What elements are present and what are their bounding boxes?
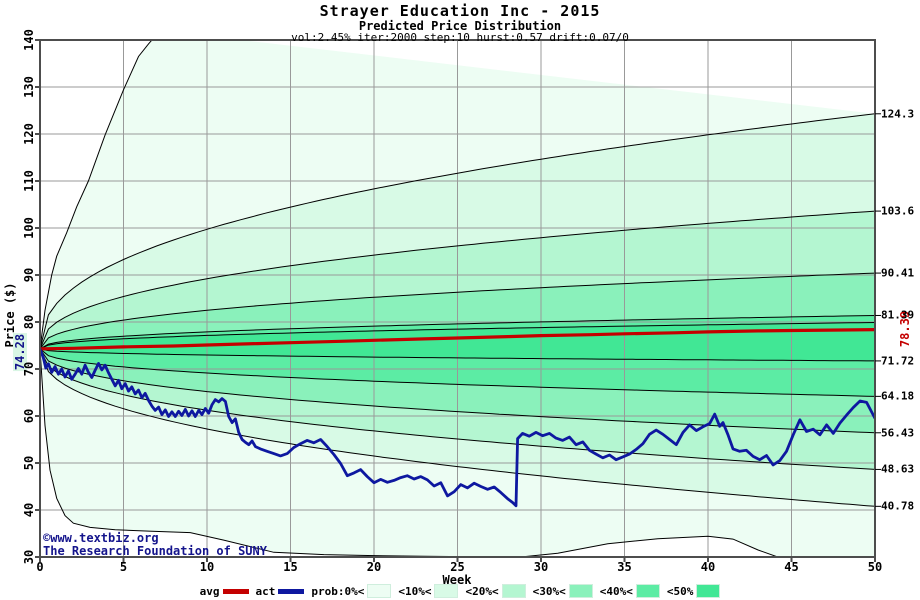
legend-item-20: <20%< — [465, 584, 526, 598]
legend-swatch — [696, 584, 721, 598]
x-tick-25: 25 — [450, 560, 465, 574]
x-tick-35: 35 — [617, 560, 632, 574]
x-tick-45: 45 — [784, 560, 799, 574]
legend-label: <20%< — [465, 584, 499, 598]
y-tick-110: 110 — [22, 170, 36, 192]
act-line — [40, 348, 875, 508]
legend-label: prob:0%< — [311, 584, 365, 598]
y-tick-50: 50 — [22, 455, 36, 471]
y-tick-120: 120 — [22, 123, 36, 145]
legend-swatch — [501, 584, 526, 598]
band-label-90.41: 90.41 — [881, 266, 915, 280]
y-tick-30: 30 — [22, 549, 36, 565]
x-tick-20: 20 — [366, 560, 382, 574]
legend-item-act: act — [256, 585, 305, 598]
legend-item-40: <40%< — [600, 584, 660, 598]
legend-item-50: <50% — [667, 584, 721, 598]
chart-subtitle: Predicted Price Distribution — [358, 19, 562, 33]
legend-label: avg — [199, 584, 220, 598]
chart-title: Strayer Education Inc - 2015 — [319, 2, 601, 20]
x-tick-50: 50 — [867, 560, 883, 574]
band-label-40.78: 40.78 — [881, 499, 915, 513]
legend-item-avg: avg — [200, 585, 249, 598]
band-label-48.63: 48.63 — [881, 462, 915, 476]
band-label-81.39: 81.39 — [881, 308, 915, 322]
band-label-56.43: 56.43 — [881, 426, 915, 440]
y-tick-40: 40 — [22, 502, 36, 518]
band-label-71.72: 71.72 — [881, 354, 915, 368]
x-tick-40: 40 — [700, 560, 716, 574]
legend-label: <50% — [666, 584, 694, 598]
legend-swatch — [568, 584, 593, 598]
legend: avg act prob:0%< <10%< <20%< <30%< <40%< <50% — [0, 584, 920, 598]
legend-label: <40%< — [599, 584, 633, 598]
legend-swatch — [434, 584, 459, 598]
band-label-64.18: 64.18 — [881, 389, 915, 403]
x-tick-30: 30 — [533, 560, 549, 574]
legend-swatch — [222, 588, 249, 594]
legend-item-30: <30%< — [533, 584, 593, 598]
y-tick-80: 80 — [22, 314, 36, 330]
copyright-org: The Research Foundation of SUNY — [43, 544, 267, 558]
legend-item-10: <10%< — [398, 584, 459, 598]
band-label-124.3: 124.3 — [881, 107, 915, 121]
legend-label: <30%< — [532, 584, 566, 598]
copyright-url: ©www.textbiz.org — [43, 531, 159, 545]
legend-item-prob0: prob:0%< — [311, 584, 392, 598]
y-tick-130: 130 — [22, 76, 36, 98]
legend-swatch — [367, 584, 392, 598]
legend-swatch — [635, 584, 660, 598]
x-tick-10: 10 — [199, 560, 215, 574]
y-tick-60: 60 — [22, 408, 36, 424]
chart-parameters: vol:2.45% iter:2000 step:10 hurst:0.57 d… — [291, 31, 629, 44]
x-tick-5: 5 — [119, 560, 128, 574]
x-tick-15: 15 — [283, 560, 298, 574]
y-tick-100: 100 — [22, 217, 36, 239]
avg-line — [40, 328, 875, 351]
x-tick-0: 0 — [36, 560, 44, 574]
y-tick-140: 140 — [22, 29, 36, 51]
y-tick-90: 90 — [22, 267, 36, 283]
legend-label: act — [255, 584, 276, 598]
x-axis-title: Week — [442, 573, 472, 587]
legend-swatch — [278, 588, 305, 594]
y-tick-70: 70 — [22, 361, 36, 377]
band-label-103.6: 103.6 — [881, 204, 915, 218]
legend-label: <10%< — [398, 584, 432, 598]
